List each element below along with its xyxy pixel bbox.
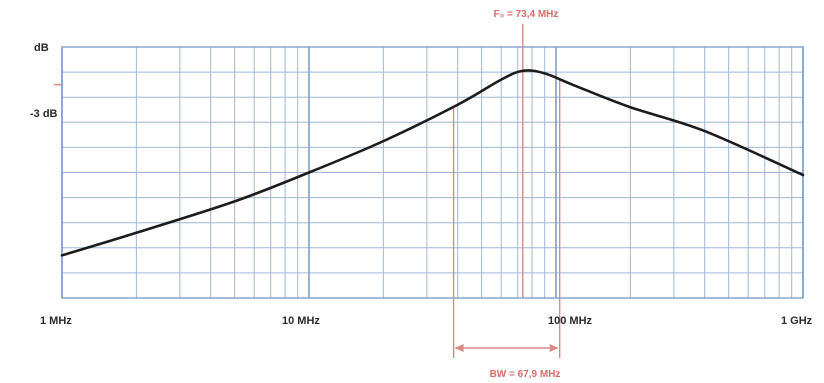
x-tick-label-10mhz: 10 MHz: [282, 315, 320, 327]
bandwidth-arrow-head-right: [549, 344, 559, 352]
y-tick-label-3db: -3 dB: [30, 108, 58, 120]
grid: [54, 46, 804, 299]
bandwidth-label: BW = 67,9 MHz: [490, 369, 561, 380]
center-frequency-label: F₀ = 73,4 MHz: [494, 9, 559, 20]
y-axis-label: dB: [34, 42, 49, 54]
x-tick-label-100mhz: 100 MHz: [548, 315, 593, 327]
labels-layer: dB -3 dB 1 MHz 10 MHz 100 MHz 1 GHz F₀ =…: [30, 9, 813, 380]
x-tick-label-1mhz: 1 MHz: [40, 315, 72, 327]
series-layer: [60, 69, 805, 257]
bandwidth-arrow-head-left: [454, 344, 464, 352]
response-curve: [60, 69, 805, 257]
annotation-markers: [452, 24, 561, 358]
plot-frame: [61, 46, 804, 299]
x-tick-label-1ghz: 1 GHz: [781, 315, 813, 327]
